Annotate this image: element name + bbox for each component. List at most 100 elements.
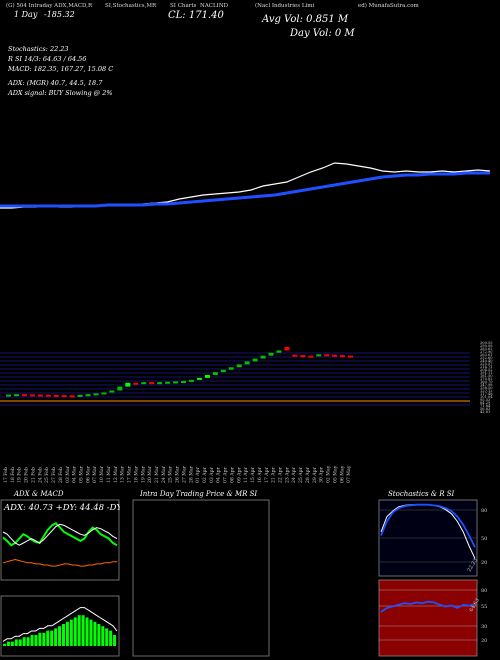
x-tick-label: 17 Mar xyxy=(127,465,133,483)
candle xyxy=(101,392,107,395)
header-line-5: ed) MunafaSutra.com xyxy=(358,3,419,9)
close-price: CL: 171.40 xyxy=(168,10,224,21)
macd-bar xyxy=(14,639,18,646)
macd-bar xyxy=(85,617,89,646)
macd-bar xyxy=(54,628,58,646)
x-tick-label: 03 Mar xyxy=(65,465,71,483)
candle xyxy=(188,379,194,382)
macd-bar xyxy=(81,615,85,646)
x-tick-label: 07 Mar xyxy=(92,465,98,483)
candle xyxy=(141,382,147,385)
x-tick-label: 23 Apr xyxy=(284,466,290,483)
macd-bar xyxy=(3,643,6,646)
x-tick-label: 16 Apr xyxy=(257,466,263,483)
y-tick-label: 101.04 xyxy=(480,395,493,399)
intraday-title: Intra Day Trading Price & MR SI xyxy=(140,490,258,498)
macd-bar xyxy=(18,639,22,646)
candle xyxy=(117,386,123,391)
y-tick-label: 300.55 xyxy=(480,341,493,345)
series-line-price xyxy=(0,162,491,209)
x-tick-label: 29 Apr xyxy=(312,466,318,483)
y-tick-label: 290.08 xyxy=(480,344,493,348)
adx-readout: ADX: 40.73 +DY: 44.48 -DY: 18.74 xyxy=(3,503,120,513)
candle xyxy=(324,354,330,357)
x-tick-label: 19 Feb xyxy=(17,467,23,483)
x-tick-label: 12 Mar xyxy=(113,465,119,483)
header-line-3: SI Charts xyxy=(170,3,197,9)
stoch-y-label: 80 xyxy=(481,508,487,514)
candle xyxy=(348,355,354,358)
macd-bar xyxy=(61,624,65,646)
candle xyxy=(165,381,171,384)
x-tick-label: 25 Apr xyxy=(298,466,304,483)
candle xyxy=(292,354,298,357)
x-tick-label: 27 Mar xyxy=(181,465,187,483)
macd-bar xyxy=(34,635,38,646)
y-tick-label: 252.60 xyxy=(480,356,493,360)
candle xyxy=(212,372,218,375)
x-tick-label: 27 Feb xyxy=(51,467,57,483)
x-tick-label: 20 Feb xyxy=(24,467,30,483)
candle xyxy=(300,355,306,358)
x-tick-label: 28 Feb xyxy=(58,467,64,483)
x-tick-label: 03 Apr xyxy=(209,466,215,483)
y-tick-label: 170.82 xyxy=(480,377,493,381)
candle xyxy=(220,369,226,373)
candle xyxy=(252,358,258,362)
macd-bar xyxy=(46,630,50,646)
x-tick-label: 22 Apr xyxy=(278,466,284,483)
candle xyxy=(125,382,131,387)
y-tick-label: 240.40 xyxy=(480,359,493,363)
adx-series-+DY xyxy=(2,521,118,547)
x-tick-label: 24 Feb xyxy=(37,467,43,483)
avg-volume: Avg Vol: 0.851 M xyxy=(262,14,349,25)
y-tick-label: 95.53 xyxy=(480,398,491,402)
y-tick-label: 138.50 xyxy=(480,386,493,390)
stochastics-value: Stochastics: 22.23 xyxy=(8,45,69,53)
x-tick-label: 17 Apr xyxy=(264,466,270,483)
x-tick-label: 24 Mar xyxy=(161,465,167,483)
rsi-y-label: 80 xyxy=(481,588,487,594)
y-tick-label: 191.11 xyxy=(480,371,493,375)
x-tick-label: 25 Feb xyxy=(44,467,50,483)
macd-bar xyxy=(109,630,113,646)
macd-bar xyxy=(73,617,77,646)
y-tick-label: 71.84 xyxy=(480,404,491,408)
candle xyxy=(228,367,234,370)
macd-value: MACD: 182.35, 167.27, 15.08 C xyxy=(8,65,114,73)
candle xyxy=(85,394,91,397)
candle xyxy=(181,381,186,383)
x-tick-label: 25 Mar xyxy=(168,465,174,483)
adx-macd-panel: ADX: 40.73 +DY: 44.48 -DY: 18.74 xyxy=(0,499,120,657)
stoch-series-rsi xyxy=(380,600,476,613)
macd-bar xyxy=(10,641,14,646)
candle xyxy=(173,381,179,384)
x-tick-label: 11 Apr xyxy=(243,466,249,483)
macd-bar xyxy=(6,641,10,646)
day-volume: Day Vol: 0 M xyxy=(290,28,355,39)
y-tick-label: 127.12 xyxy=(480,389,493,393)
header-line-4: (Nacl Industries Limi xyxy=(255,3,315,9)
candle xyxy=(260,355,266,359)
candle-chart: 300.55290.08283.62272.90263.61252.60240.… xyxy=(0,341,493,414)
candle xyxy=(196,377,202,380)
candle xyxy=(77,394,83,397)
candle xyxy=(29,394,35,397)
header-line-1: (G) 504 Intraday ADX,MACD,R xyxy=(6,3,93,9)
adx-value: ADX: (MGR) 40.7, 44.5, 18.7 xyxy=(8,79,103,87)
y-tick-label: 84.29 xyxy=(480,401,491,405)
series-line-average xyxy=(0,171,490,208)
candle xyxy=(21,394,27,397)
macd-bar xyxy=(30,635,34,646)
x-tick-label: 26 Mar xyxy=(175,465,181,483)
x-tick-label: 21 Apr xyxy=(271,466,277,483)
x-tick-label: 05 Mar xyxy=(79,465,85,483)
x-tick-label: 19 Mar xyxy=(140,465,146,483)
rsi-value: R SI 14/3: 64.63 / 64.56 xyxy=(8,55,87,63)
y-tick-label: 147.98 xyxy=(480,383,493,387)
x-tick-label: 07 Apr xyxy=(223,466,229,483)
rsi-y-label: 20 xyxy=(481,638,487,644)
adx-series--DY xyxy=(2,558,117,567)
candle xyxy=(244,361,250,365)
